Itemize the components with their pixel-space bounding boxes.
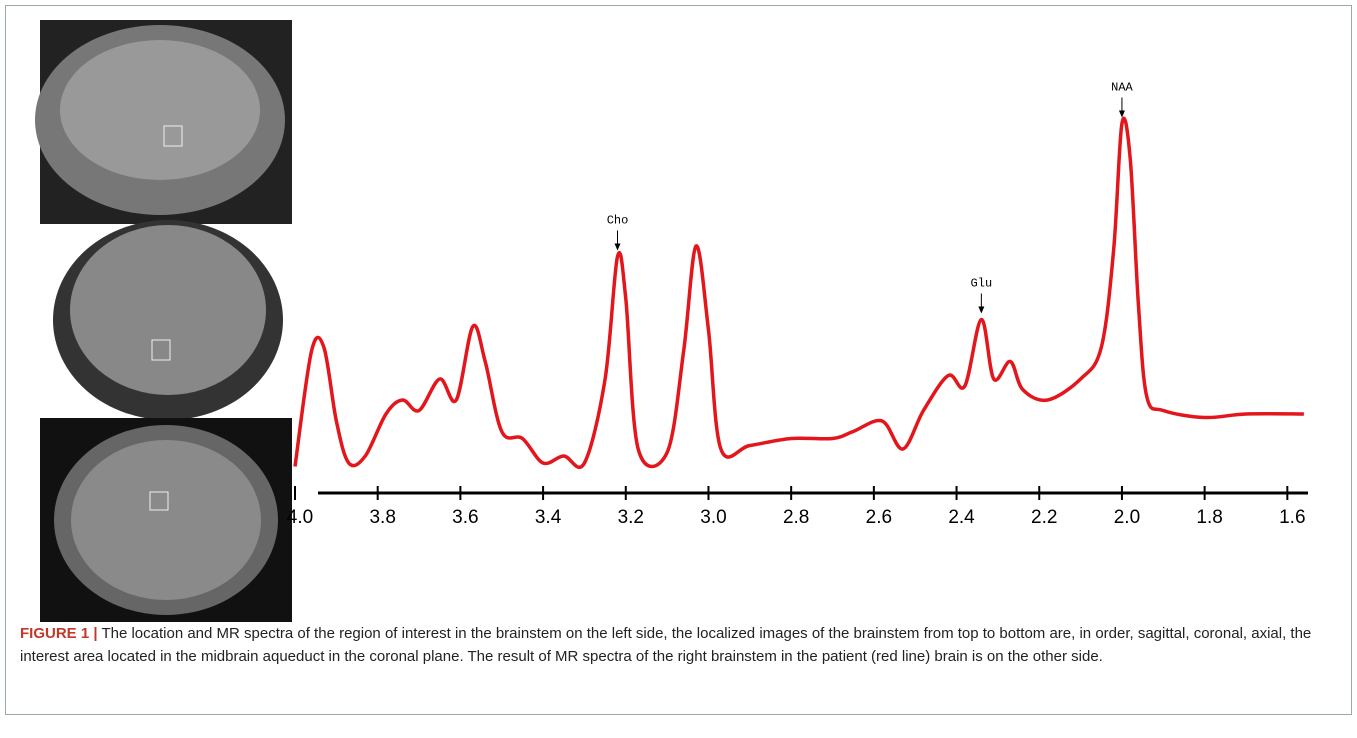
caption-label: FIGURE 1 | bbox=[20, 625, 98, 642]
brain-shape bbox=[70, 225, 266, 395]
arrow-head bbox=[615, 244, 621, 251]
x-tick-label: 2.4 bbox=[948, 507, 975, 528]
x-tick-label: 3.0 bbox=[700, 507, 726, 528]
x-tick-label: 2.0 bbox=[1114, 507, 1140, 528]
caption-text: The location and MR spectra of the regio… bbox=[20, 625, 1311, 665]
arrow-head bbox=[978, 307, 984, 314]
brain-shape bbox=[60, 40, 260, 180]
peak-label: Cho bbox=[607, 214, 629, 228]
x-tick-label: 3.6 bbox=[452, 507, 478, 528]
x-tick-label: 4.0 bbox=[287, 507, 313, 528]
peak-label: NAA bbox=[1111, 81, 1133, 95]
x-tick-label: 2.6 bbox=[866, 507, 892, 528]
x-tick-label: 1.6 bbox=[1279, 507, 1305, 528]
x-tick-label: 3.4 bbox=[535, 507, 562, 528]
caption: FIGURE 1 | The location and MR spectra o… bbox=[20, 622, 1340, 668]
spectrum-line bbox=[295, 118, 1304, 467]
page: 4.0 3.8 3.6 3.4 3.2 3.0 2.8 2.6 2.4 2.2 2.0 1.8 1.6 C… bbox=[0, 0, 1357, 738]
peak-label: Glu bbox=[971, 277, 993, 291]
x-tick-label: 2.2 bbox=[1031, 507, 1057, 528]
mri-images bbox=[35, 20, 292, 622]
x-tick-label: 2.8 bbox=[783, 507, 809, 528]
x-tick-label: 1.8 bbox=[1196, 507, 1222, 528]
x-tick-label: 3.8 bbox=[369, 507, 395, 528]
x-tick-label: 3.2 bbox=[618, 507, 644, 528]
brain-shape bbox=[71, 440, 261, 600]
arrow-head bbox=[1119, 111, 1125, 118]
